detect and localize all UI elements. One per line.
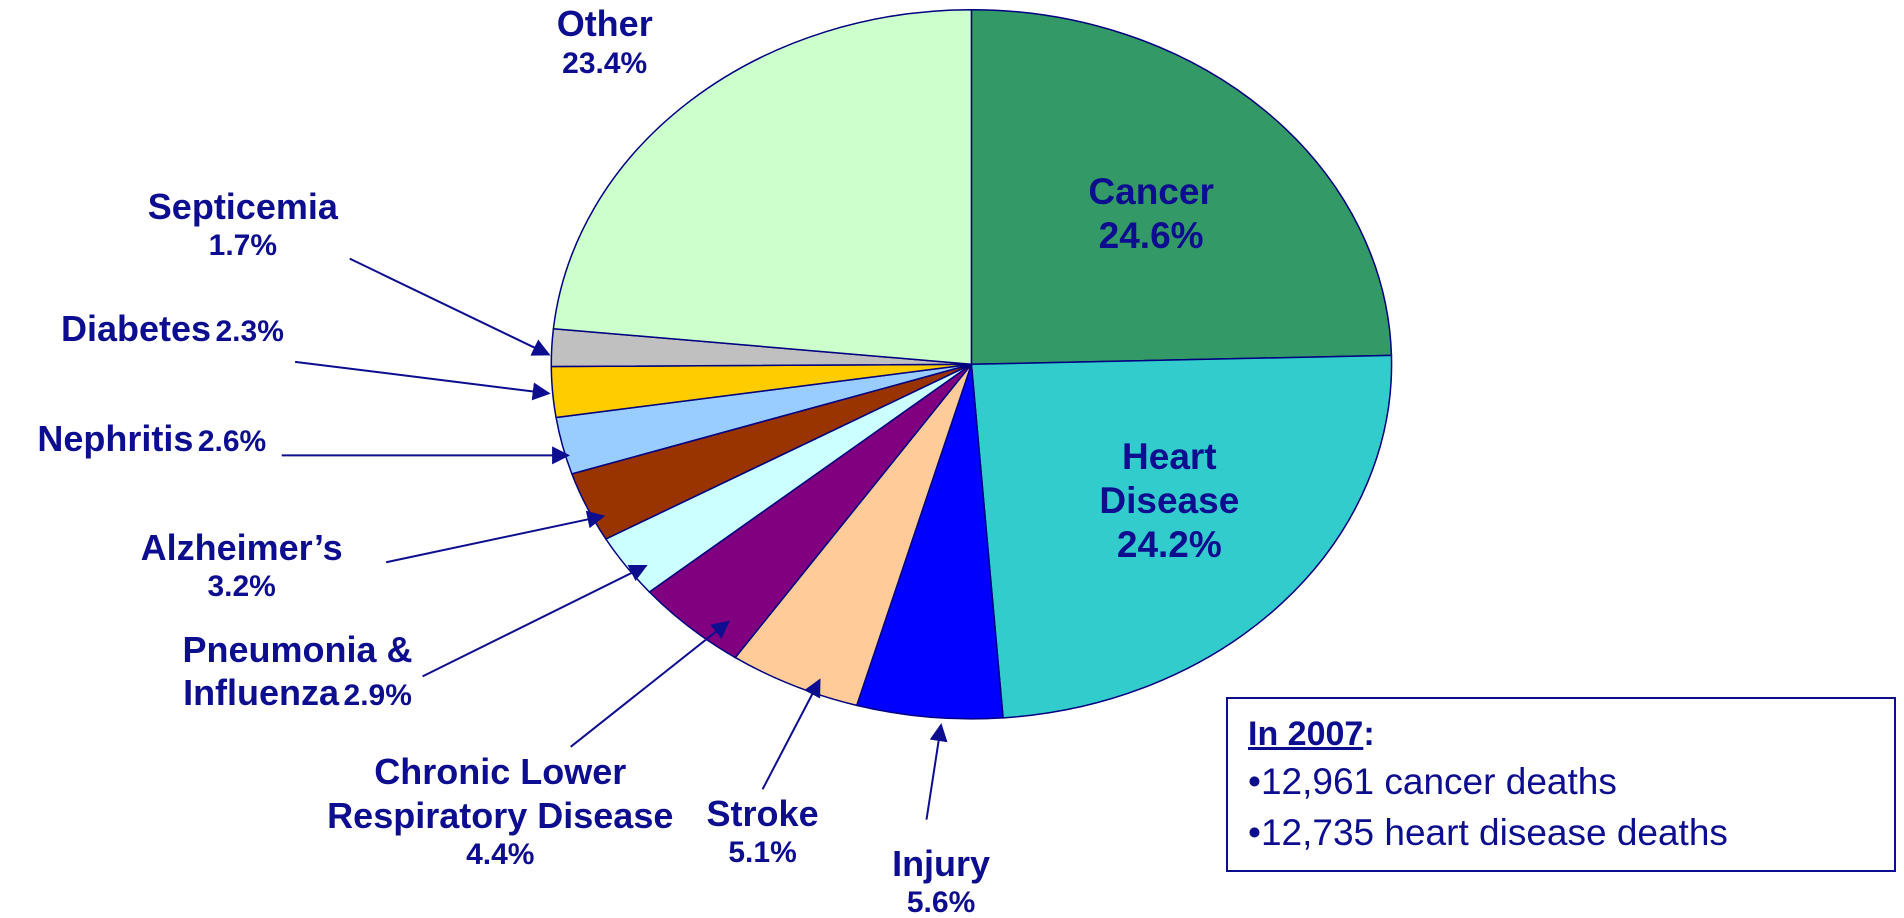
leader-arrow — [385, 510, 606, 564]
annotation-box: In 2007: •12,961 cancer deaths •12,735 h… — [1226, 697, 1896, 872]
leader-arrow — [761, 678, 821, 790]
leader-arrow — [349, 257, 551, 356]
pie-slice — [552, 8, 973, 366]
leader-arrow — [570, 620, 730, 748]
category-name: Alzheimer’s — [140, 526, 343, 568]
category-name: Nephritis — [37, 417, 194, 459]
slice-label: Heart Disease 24.2% — [1048, 435, 1291, 568]
slice-label: Pneumonia & Influenza 2.9% — [152, 628, 443, 714]
leader-arrow — [294, 360, 551, 401]
category-name: Cancer — [1088, 171, 1214, 212]
slice-label: Nephritis 2.6% — [0, 417, 334, 460]
slice-label: Chronic Lower Respiratory Disease 4.4% — [282, 750, 719, 872]
slice-label: Other 23.4% — [483, 2, 726, 81]
category-name: Pneumonia & Influenza — [182, 628, 413, 713]
value-label: 5.1% — [728, 835, 797, 869]
annotation-title: In 2007 — [1248, 715, 1364, 753]
category-name: Chronic Lower Respiratory Disease — [327, 751, 674, 836]
value-label: 2.9% — [343, 678, 412, 712]
slice-label: Cancer 24.6% — [1030, 170, 1273, 259]
category-name: Other — [556, 3, 653, 45]
value-label: 24.2% — [1116, 524, 1222, 566]
pie-slice — [970, 8, 1393, 366]
slice-label: Alzheimer’s 3.2% — [108, 526, 375, 605]
leader-arrow — [422, 564, 648, 678]
value-label: 2.6% — [197, 424, 267, 458]
category-name: Diabetes — [60, 308, 212, 350]
slice-label: Septicemia 1.7% — [109, 185, 376, 264]
value-label: 1.7% — [208, 228, 278, 262]
slice-label: Stroke 5.1% — [672, 792, 854, 871]
value-label: 24.6% — [1098, 215, 1204, 257]
pie-slice — [855, 364, 1004, 720]
category-name: Injury — [892, 842, 991, 884]
slice-label: Diabetes 2.3% — [0, 307, 355, 350]
value-label: 3.2% — [207, 569, 276, 603]
value-label: 5.6% — [906, 885, 976, 918]
annotation-line: •12,735 heart disease deaths — [1248, 811, 1728, 853]
leader-arrow — [925, 723, 948, 820]
annotation-colon: : — [1363, 715, 1375, 753]
annotation-heading: In 2007: — [1248, 713, 1894, 756]
category-name: Stroke — [706, 792, 819, 834]
category-name: Septicemia — [147, 185, 338, 227]
value-label: 4.4% — [466, 837, 535, 871]
category-name: Heart Disease — [1099, 435, 1240, 522]
annotation-line: •12,961 cancer deaths — [1248, 760, 1617, 802]
value-label: 23.4% — [562, 46, 648, 80]
pie-slice — [970, 354, 1393, 719]
slice-label: Injury 5.6% — [850, 842, 1032, 918]
value-label: 2.3% — [215, 315, 284, 349]
